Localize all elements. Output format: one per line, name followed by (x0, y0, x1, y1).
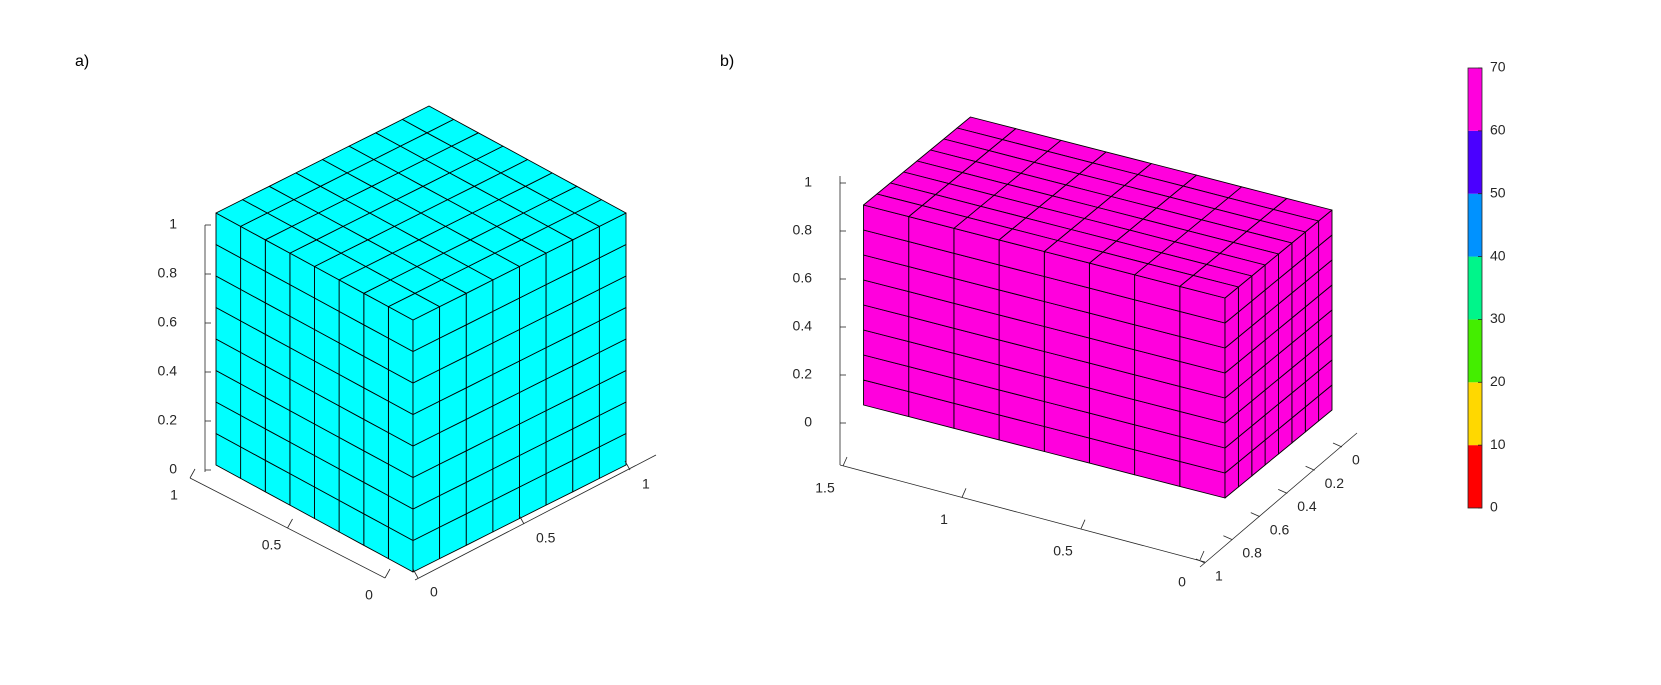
z-tick-label: 0 (169, 461, 177, 477)
colorbar-band (1468, 130, 1482, 194)
colorbar-band (1468, 193, 1482, 257)
x-tick-label: 0 (365, 587, 373, 603)
z-tick-label: 0.4 (158, 363, 178, 379)
y-tick-label: 1 (1215, 568, 1223, 584)
z-tick-label: 0.8 (793, 222, 813, 238)
x-tick (842, 456, 848, 467)
z-tick-label: 0.6 (158, 314, 178, 330)
x-tick-label: 0 (1178, 574, 1186, 590)
colorbar-tick-label: 10 (1490, 436, 1506, 452)
z-tick-label: 1 (169, 216, 177, 232)
y-tick-label: 0.4 (1297, 498, 1317, 514)
colorbar-tick-label: 30 (1490, 310, 1506, 326)
colorbar-tick-label: 40 (1490, 247, 1506, 263)
z-tick-label: 0.8 (158, 265, 178, 281)
x-tick-label: 1.5 (815, 480, 835, 496)
y-tick (518, 514, 525, 525)
z-tick-label: 0.2 (158, 412, 178, 428)
x-tick-label: 0.5 (262, 537, 282, 553)
y-tick-label: 0 (430, 584, 438, 600)
colorbar-band (1468, 445, 1482, 508)
colorbar-band (1468, 382, 1482, 446)
colorbar-tick-label: 70 (1490, 59, 1506, 75)
z-tick-label: 1 (804, 174, 812, 190)
z-tick-label: 0.2 (793, 366, 813, 382)
y-axis-line (414, 454, 657, 581)
colorbar-tick-label: 0 (1490, 499, 1498, 515)
y-tick (1332, 442, 1343, 448)
y-tick (1250, 512, 1260, 517)
x-tick (189, 468, 196, 479)
x-tick-label: 1 (940, 511, 948, 527)
x-tick (1080, 519, 1086, 529)
y-tick (1278, 489, 1288, 494)
y-tick-label: 0.5 (536, 530, 556, 546)
y-tick-label: 0.6 (1270, 521, 1290, 537)
mesh-cell (401, 105, 455, 134)
z-tick-label: 0.6 (793, 270, 813, 286)
y-tick-label: 1 (642, 476, 650, 492)
colorbar-band (1468, 68, 1482, 131)
y-tick-label: 0 (1352, 452, 1360, 468)
y-tick (624, 460, 631, 471)
colorbar-band (1468, 256, 1482, 320)
colorbar-tick-label: 60 (1490, 122, 1506, 138)
x-tick (287, 518, 293, 529)
mesh-cell (863, 193, 923, 218)
panel-label: a) (75, 53, 89, 70)
x-tick (384, 568, 391, 579)
colorbar-frame (1467, 67, 1483, 509)
colorbar-tick-label: 20 (1490, 373, 1506, 389)
colorbar-band (1468, 319, 1482, 383)
x-tick (1199, 550, 1205, 561)
colorbar-tick-label: 50 (1490, 184, 1506, 200)
y-tick (412, 568, 419, 579)
y-tick (1223, 535, 1233, 541)
x-tick-label: 0.5 (1053, 542, 1073, 558)
y-axis-line (1199, 432, 1358, 568)
y-tick (1305, 465, 1315, 471)
x-axis-line (839, 464, 1206, 563)
y-tick-label: 0.2 (1325, 475, 1345, 491)
y-tick (1195, 558, 1206, 564)
z-tick-label: 0 (804, 414, 812, 430)
y-tick-label: 0.8 (1242, 545, 1262, 561)
z-tick-label: 0.4 (793, 318, 813, 334)
x-tick-label: 1 (170, 487, 178, 503)
panel-label: b) (720, 53, 734, 70)
x-tick (961, 488, 967, 498)
